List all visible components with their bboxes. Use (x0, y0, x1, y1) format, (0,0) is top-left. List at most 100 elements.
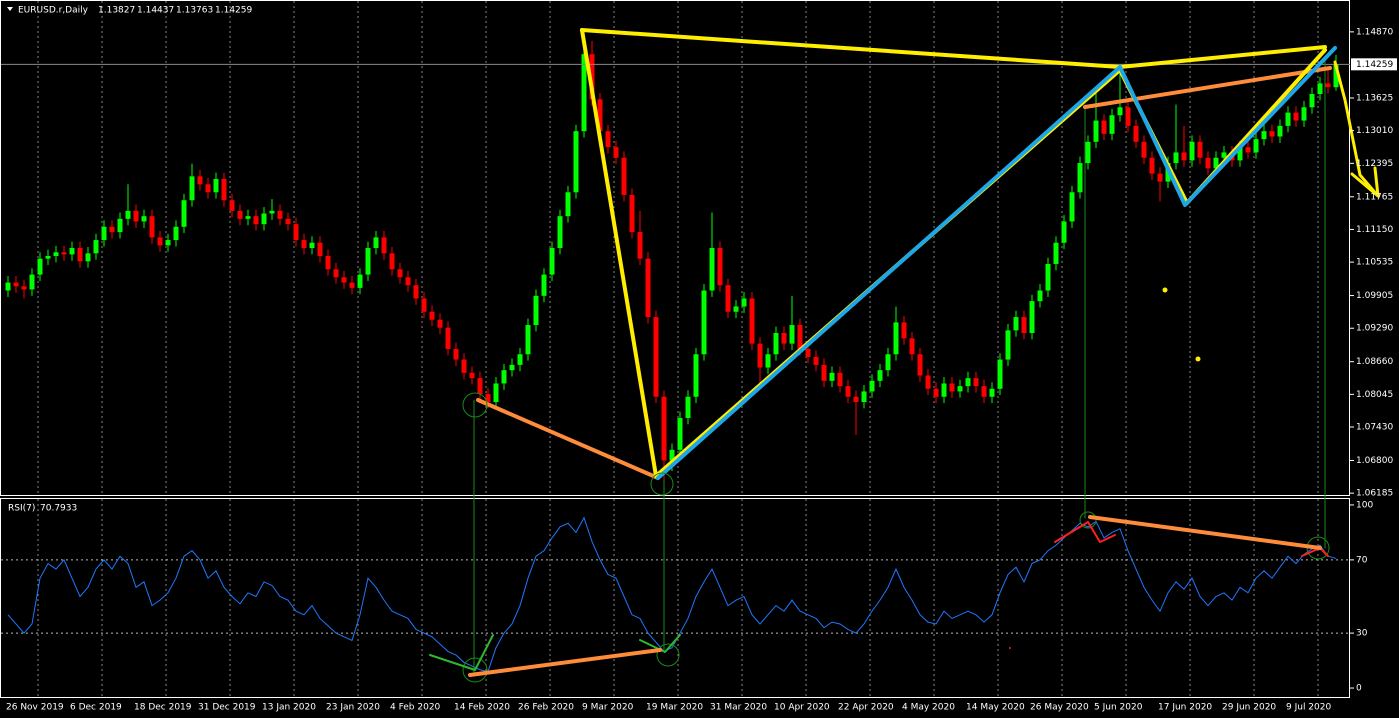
candle-body (965, 378, 971, 387)
candle-body (829, 372, 835, 381)
candle-body (1333, 64, 1339, 88)
candle-body (365, 248, 371, 275)
candle-body (1085, 141, 1091, 164)
candle-body (181, 200, 187, 227)
candle-body (933, 388, 939, 397)
x-tick-label: 14 May 2020 (966, 703, 1025, 713)
candle-body (213, 178, 219, 193)
candle-body (37, 258, 43, 275)
candle-body (205, 184, 211, 193)
x-tick-label: 14 Feb 2020 (454, 703, 510, 713)
annotation-circle (650, 472, 674, 496)
candle-body (1149, 157, 1155, 174)
candle-body (805, 348, 811, 357)
candle-body (853, 396, 859, 403)
candle-body (621, 157, 627, 195)
candle-body (349, 282, 355, 288)
annotation-line (1083, 66, 1332, 109)
candle-body (405, 277, 411, 286)
x-tick-label: 17 Jun 2020 (1158, 703, 1212, 713)
candle-body (1277, 125, 1283, 137)
candle-body (749, 298, 755, 344)
candle-body (533, 295, 539, 326)
candle-body (877, 370, 883, 381)
candle-body (509, 364, 515, 371)
candle-body (821, 364, 827, 381)
candle-body (685, 396, 691, 418)
candle-body (605, 131, 611, 148)
x-tick-label: 23 Jan 2020 (326, 703, 380, 713)
candle-body (381, 237, 387, 254)
candle-body (893, 322, 899, 355)
candle-body (549, 248, 555, 275)
candle-body (637, 232, 643, 259)
candle-body (141, 216, 147, 222)
y-tick-label: 1.09905 (1356, 291, 1393, 301)
candle-body (517, 354, 523, 365)
open-price: 1.13827 (98, 6, 135, 16)
y-tick-label: 1.06185 (1356, 489, 1393, 499)
candle-body (541, 274, 547, 296)
candle-body (581, 54, 587, 132)
candle-body (597, 99, 603, 132)
candle-body (237, 210, 243, 219)
y-tick-label: 1.07430 (1356, 423, 1393, 433)
candle-body (1325, 83, 1331, 88)
candle-body (173, 226, 179, 241)
candle-body (1133, 125, 1139, 142)
annotation-line (1333, 60, 1380, 198)
candle-body (1205, 157, 1211, 169)
annotation-circle (1079, 511, 1097, 529)
annotation-line (1088, 515, 1322, 550)
y-tick-label: 1.10535 (1356, 258, 1393, 268)
candle-body (677, 417, 683, 450)
candle-body (861, 391, 867, 403)
candle-body (661, 396, 667, 461)
candle-body (469, 372, 475, 379)
candle-body (53, 252, 59, 256)
candle-body (1061, 221, 1067, 243)
candle-body (845, 386, 851, 397)
main-panel-border (0, 0, 1350, 496)
annotation-circle (462, 657, 488, 683)
candle-body (1261, 131, 1267, 140)
candle-body (837, 372, 843, 387)
candle-body (669, 449, 675, 461)
candle-body (573, 131, 579, 193)
candle-body (317, 242, 323, 256)
candle-body (1157, 173, 1163, 182)
candle-body (949, 383, 955, 392)
candle-body (1141, 141, 1147, 158)
candle-body (725, 285, 731, 312)
candle-body (445, 327, 451, 349)
y-tick-label: 100 (1356, 500, 1373, 510)
candle-body (1197, 141, 1203, 158)
candle-body (765, 354, 771, 368)
candle-body (117, 218, 123, 233)
candle-body (957, 386, 963, 392)
candle-body (557, 216, 563, 249)
candle-body (1053, 242, 1059, 264)
candle-body (493, 383, 499, 403)
x-tick-label: 13 Jan 2020 (262, 703, 316, 713)
candle-body (253, 216, 259, 225)
candle-body (1237, 147, 1243, 161)
candle-body (285, 218, 291, 225)
candle-body (1189, 141, 1195, 161)
candle-body (981, 386, 987, 397)
candle-body (157, 237, 163, 246)
x-tick-label: 19 Mar 2020 (646, 703, 703, 713)
candle-body (741, 298, 747, 307)
menu-arrow (7, 7, 13, 11)
candle-body (261, 213, 267, 225)
candle-body (941, 383, 947, 397)
low-price: 1.13763 (176, 6, 213, 16)
x-tick-label: 9 Mar 2020 (582, 703, 634, 713)
candle-body (45, 255, 51, 259)
candle-body (29, 274, 35, 290)
candle-body (245, 216, 251, 219)
candle-body (301, 240, 307, 249)
rsi-value: 70.7933 (40, 504, 77, 514)
candle-body (453, 348, 459, 360)
